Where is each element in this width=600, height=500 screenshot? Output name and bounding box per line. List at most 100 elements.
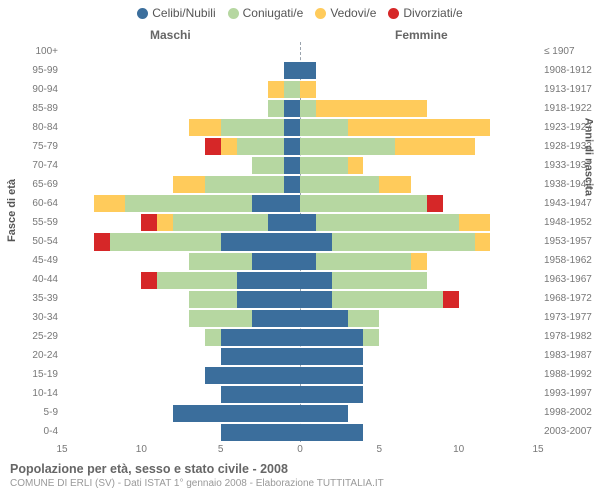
bar-segment [284,100,300,117]
bar-segment [300,291,332,308]
female-bar [300,81,316,98]
bar-segment [237,272,300,289]
bar-segment [173,176,205,193]
bar-segment [300,424,363,441]
legend-label: Vedovi/e [330,6,376,20]
female-bar [300,176,411,193]
bar-segment [300,62,316,79]
legend-label: Divorziati/e [403,6,462,20]
male-bar [189,310,300,327]
population-pyramid-chart: Celibi/NubiliConiugati/eVedovi/eDivorzia… [0,0,600,500]
male-bar [189,119,300,136]
female-bar [300,100,427,117]
age-label: 85-89 [18,103,58,114]
bar-segment [94,233,110,250]
legend-label: Celibi/Nubili [152,6,215,20]
male-bar [173,405,300,422]
bar-segment [205,367,300,384]
age-label: 35-39 [18,293,58,304]
age-label: 15-19 [18,369,58,380]
x-tick: 0 [297,444,303,455]
male-bar [141,272,300,289]
male-bar [252,157,300,174]
age-row [62,232,538,251]
bar-segment [205,176,284,193]
bar-segment [348,119,491,136]
age-row [62,137,538,156]
male-bar [221,424,300,441]
male-bar [94,195,300,212]
bar-segment [300,233,332,250]
male-bar [94,233,300,250]
age-row [62,99,538,118]
x-tick: 10 [136,444,147,455]
birth-year-label: 1998-2002 [544,407,592,418]
female-bar [300,195,443,212]
bar-segment [300,81,316,98]
bar-segment [284,62,300,79]
age-label: 50-54 [18,236,58,247]
bar-segment [348,310,380,327]
bar-segment [94,195,126,212]
age-row [62,385,538,404]
bar-segment [221,386,300,403]
female-bar [300,138,475,155]
female-bar [300,62,316,79]
bar-segment [300,348,363,365]
legend-swatch [315,8,326,19]
bar-segment [332,272,427,289]
bar-segment [300,100,316,117]
bar-segment [300,386,363,403]
age-label: 55-59 [18,217,58,228]
bar-segment [173,214,268,231]
age-label: 25-29 [18,331,58,342]
bar-segment [475,233,491,250]
legend-swatch [388,8,399,19]
female-bar [300,233,490,250]
male-bar [173,176,300,193]
bar-segment [379,176,411,193]
male-bar [268,100,300,117]
bar-segment [141,272,157,289]
age-label: 75-79 [18,141,58,152]
age-label: 100+ [18,46,58,57]
age-row [62,328,538,347]
male-bar [284,62,300,79]
age-row [62,309,538,328]
bar-segment [443,291,459,308]
bar-segment [300,195,427,212]
legend: Celibi/NubiliConiugati/eVedovi/eDivorzia… [0,6,600,20]
age-label: 10-14 [18,388,58,399]
birth-year-label: 2003-2007 [544,426,592,437]
chart-subtitle: COMUNE DI ERLI (SV) - Dati ISTAT 1° genn… [10,478,384,489]
bar-segment [268,214,300,231]
female-bar [300,310,379,327]
bar-segment [237,138,285,155]
birth-year-label: 1968-1972 [544,293,592,304]
bar-segment [284,138,300,155]
female-side-label: Femmine [395,28,448,42]
x-tick: 10 [453,444,464,455]
male-bar [205,329,300,346]
male-side-label: Maschi [150,28,191,42]
bar-segment [300,405,348,422]
female-bar [300,214,490,231]
birth-year-label: 1973-1977 [544,312,592,323]
age-row [62,118,538,137]
female-bar [300,367,363,384]
bar-segment [316,214,459,231]
bar-segment [300,310,348,327]
birth-year-label: 1988-1992 [544,369,592,380]
bar-segment [300,138,395,155]
x-tick: 15 [56,444,67,455]
x-tick: 5 [377,444,383,455]
bar-rows [62,42,538,442]
birth-year-label: ≤ 1907 [544,46,575,57]
age-label: 90-94 [18,84,58,95]
bar-segment [300,214,316,231]
age-label: 40-44 [18,274,58,285]
bar-segment [300,157,348,174]
birth-year-label: 1918-1922 [544,103,592,114]
bar-segment [411,253,427,270]
chart-title: Popolazione per età, sesso e stato civil… [10,462,288,476]
